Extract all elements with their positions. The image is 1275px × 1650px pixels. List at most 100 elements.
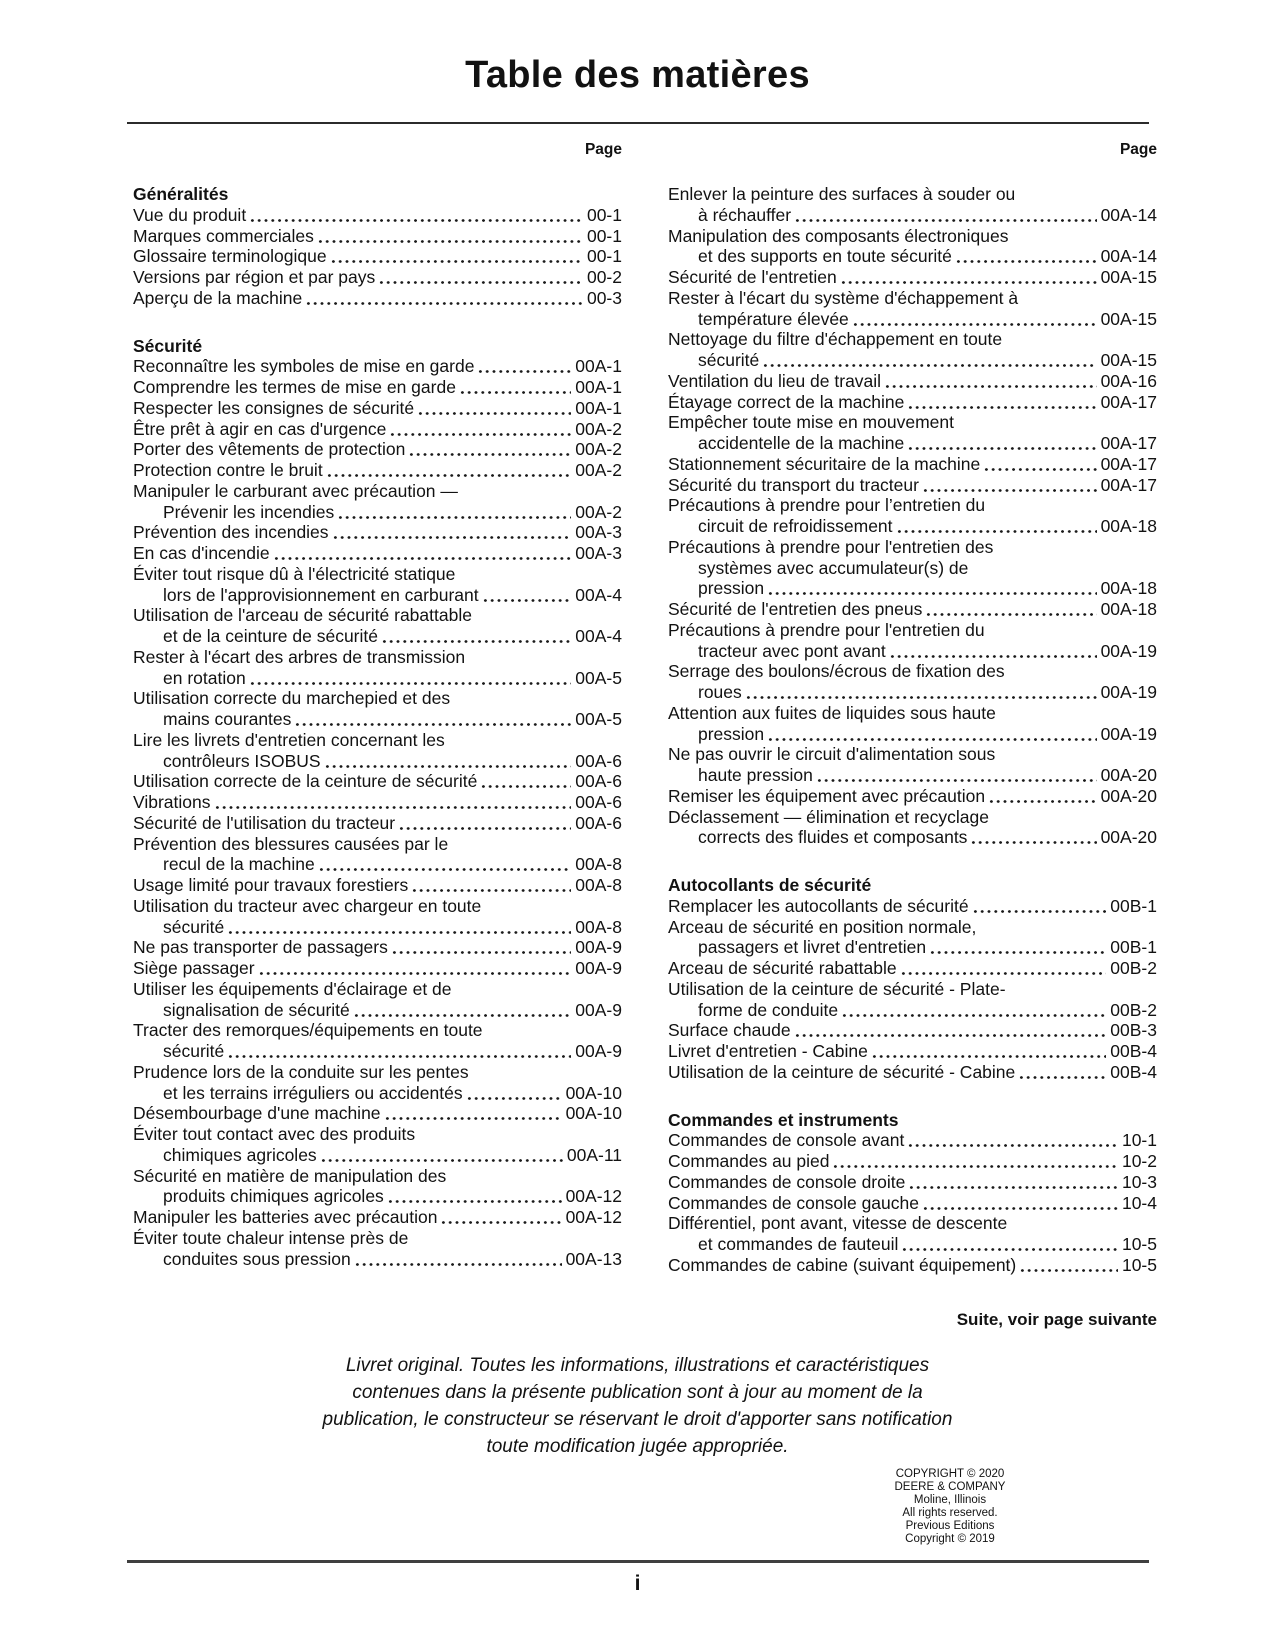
toc-entry: Différentiel, pont avant, vitesse de des… xyxy=(668,1213,1157,1255)
toc-dot-leader xyxy=(257,958,572,979)
toc-entry-text: tracteur avec pont avant xyxy=(698,640,886,661)
toc-entry-text: chimiques agricoles xyxy=(163,1144,317,1165)
toc-entry-text: sécurité xyxy=(698,350,760,370)
toc-page-number: 00A-5 xyxy=(575,709,622,729)
toc-entry: Protection contre le bruit 00A-2 xyxy=(133,460,622,481)
toc-entry: Sécurité de l'entretien des pneus 00A-18 xyxy=(668,599,1157,620)
toc-page-number: 00-3 xyxy=(586,287,622,308)
toc-page-number: 00A-1 xyxy=(575,377,622,397)
toc-dot-leader xyxy=(390,937,572,958)
toc-dot-leader xyxy=(767,578,1097,599)
toc-entry-text: Être prêt à agir en cas d'urgence xyxy=(133,418,387,439)
toc-entry: Reconnaître les symboles de mise en gard… xyxy=(133,356,622,377)
toc-entry-text: produits chimiques agricoles xyxy=(163,1186,384,1207)
toc-entry: En cas d'incendie 00A-3 xyxy=(133,543,622,564)
toc-entry-text: Livret d'entretien - Cabine xyxy=(668,1041,868,1061)
toc-page-number: 00A-20 xyxy=(1100,765,1157,785)
toc-dot-leader xyxy=(1018,1061,1107,1083)
toc-entry-text: Respecter les consignes de sécurité xyxy=(133,397,415,418)
toc-entry: Précautions à prendre pour l'entretien d… xyxy=(668,537,1157,599)
toc-dot-leader xyxy=(895,516,1097,537)
toc-entry: Respecter les consignes de sécurité 00A-1 xyxy=(133,397,622,419)
toc-entry: Tracter des remorques/équipements en tou… xyxy=(133,1020,622,1062)
toc-dot-leader xyxy=(983,453,1097,475)
toc-entry-text: lors de l'approvisionnement en carburant xyxy=(163,584,479,605)
toc-column-left: Page Généralités Vue du produit 00-1 Marque… xyxy=(133,140,622,1270)
toc-entry-line: température élevée 00A-15 xyxy=(668,308,1157,330)
toc-page-number: 10-5 xyxy=(1121,1254,1157,1275)
toc-entry-line: corrects des fluides et composants 00A-20 xyxy=(668,827,1157,848)
toc-entry-line: Enlever la peinture des surfaces à soude… xyxy=(668,184,1016,204)
toc-dot-leader xyxy=(907,391,1097,413)
toc-page-number: 00B-3 xyxy=(1110,1020,1157,1041)
toc-page-number: 10-5 xyxy=(1121,1234,1157,1254)
toc-entry-text: sécurité xyxy=(163,916,225,937)
toc-entry-line: Ne pas transporter de passagers 00A-9 xyxy=(133,937,622,958)
toc-dot-leader xyxy=(329,246,583,267)
toc-entry: Sécurité en matière de manipulation des p… xyxy=(133,1166,622,1207)
toc-entry: Sécurité du transport du tracteur 00A-17 xyxy=(668,474,1157,496)
toc-entry-text: Vibrations xyxy=(133,792,211,812)
toc-dot-leader xyxy=(841,999,1107,1021)
toc-dot-leader xyxy=(767,723,1097,745)
toc-dot-leader xyxy=(294,709,572,730)
toc-dot-leader xyxy=(1019,1254,1118,1276)
toc-page-number: 00A-6 xyxy=(575,771,622,792)
toc-entry: Vibrations 00A-6 xyxy=(133,792,622,813)
toc-entry-line: Glossaire terminologique 00-1 xyxy=(133,246,622,267)
toc-entry-line: Étayage correct de la machine 00A-17 xyxy=(668,391,1157,413)
toc-entry: Siège passager 00A-9 xyxy=(133,958,622,979)
toc-entry-line: Commandes de console avant 10-1 xyxy=(668,1130,1157,1151)
section-heading: Commandes et instruments xyxy=(668,1109,899,1130)
toc-page-number: 00A-3 xyxy=(575,522,622,543)
toc-page-number: 10-1 xyxy=(1121,1130,1157,1151)
toc-entry-text: Arceau de sécurité rabattable xyxy=(668,958,897,978)
toc-entry-line: roues 00A-19 xyxy=(668,682,1157,703)
toc-entry-text: Commandes de console avant xyxy=(668,1130,905,1151)
toc-page-number: 00A-9 xyxy=(575,1041,622,1061)
toc-entry-text: Remiser les équipement avec précaution xyxy=(668,785,986,806)
toc-entry: Ventilation du lieu de travail 00A-16 xyxy=(668,370,1157,392)
toc-entry-line: haute pression 00A-20 xyxy=(668,765,1157,786)
toc-dot-leader xyxy=(922,1192,1118,1214)
toc-dot-leader xyxy=(907,1130,1118,1151)
toc-dot-leader xyxy=(398,812,572,834)
toc-page-number: 00A-10 xyxy=(565,1082,622,1103)
toc-entry-line: Tracter des remorques/équipements en tou… xyxy=(133,1020,483,1041)
toc-entry: Remiser les équipement avec précaution 00… xyxy=(668,785,1157,807)
toc-dot-leader xyxy=(440,1207,562,1228)
toc-page-number: 00-2 xyxy=(586,267,622,287)
toc-entry-text: Sécurité du transport du tracteur xyxy=(668,474,919,495)
toc-entry-text: Siège passager xyxy=(133,958,255,978)
toc-entry: Arceau de sécurité rabattable 00B-2 xyxy=(668,958,1157,979)
toc-entry-text: Étayage correct de la machine xyxy=(668,391,905,412)
toc-entry: Commandes de console avant 10-1 xyxy=(668,1130,1157,1151)
toc-entry-text: Prévenir les incendies xyxy=(163,501,335,522)
toc-entry-text: Commandes de console gauche xyxy=(668,1192,919,1213)
toc-entry-line: Nettoyage du filtre d'échappement en tou… xyxy=(668,329,1003,350)
toc-page-number: 00A-13 xyxy=(565,1248,622,1269)
toc-entry: Éviter toute chaleur intense près de cond… xyxy=(133,1228,622,1270)
toc-entry-line: Précautions à prendre pour l'entretien d… xyxy=(668,619,985,640)
toc-entry-text: forme de conduite xyxy=(698,999,839,1020)
toc-entry-line: Aperçu de la machine 00-3 xyxy=(133,287,622,309)
toc-entry-text: roues xyxy=(698,682,742,702)
toc-entry: Ne pas ouvrir le circuit d'alimentation … xyxy=(668,744,1157,786)
toc-dot-leader xyxy=(970,827,1097,848)
toc-entry-text: passagers et livret d'entretien xyxy=(698,937,927,958)
toc-entry-text: sécurité xyxy=(163,1041,225,1061)
page-title: Table des matières xyxy=(465,54,810,96)
toc-entry-line: Éviter tout risque dû à l'électricité st… xyxy=(133,563,456,584)
toc-page-number: 00A-5 xyxy=(575,667,622,688)
toc-entry-line: mains courantes 00A-5 xyxy=(133,709,622,730)
toc-entry: Ne pas transporter de passagers 00A-9 xyxy=(133,937,622,958)
toc-entry: Rester à l'écart du système d'échappemen… xyxy=(668,288,1157,330)
title-divider xyxy=(127,122,1149,124)
copyright-line: Copyright © 2019 xyxy=(905,1533,995,1545)
toc-entry: Surface chaude 00B-3 xyxy=(668,1020,1157,1041)
toc-entry-line: recul de la machine 00A-8 xyxy=(133,854,622,875)
toc-page-number: 00A-12 xyxy=(565,1207,622,1227)
toc-entry: Lire les livrets d'entretien concernant … xyxy=(133,730,622,772)
toc-entry-line: Versions par région et par pays 00-2 xyxy=(133,267,622,288)
toc-page-number: 00B-4 xyxy=(1110,1061,1157,1082)
